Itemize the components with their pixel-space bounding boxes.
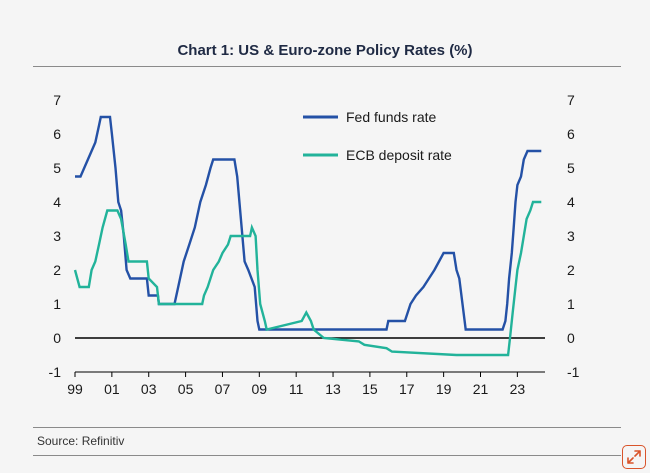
legend-label-fed: Fed funds rate bbox=[346, 109, 436, 125]
legend-label-ecb: ECB deposit rate bbox=[346, 147, 452, 163]
y-tick-label-left: -1 bbox=[49, 364, 62, 380]
x-tick-label: 03 bbox=[141, 381, 157, 397]
x-tick-label: 09 bbox=[252, 381, 268, 397]
x-tick-label: 21 bbox=[473, 381, 489, 397]
x-tick-label: 23 bbox=[510, 381, 526, 397]
source-divider-top bbox=[33, 427, 621, 428]
x-tick-label: 99 bbox=[67, 381, 83, 397]
y-tick-label-left: 0 bbox=[53, 330, 61, 346]
series-line-fed-funds bbox=[75, 115, 542, 331]
y-tick-label-left: 5 bbox=[53, 160, 61, 176]
axis-layer: -1 -10 01 12 23 34 45 56 67 799 01 03 05 07 09 11 13 15 17… bbox=[49, 92, 580, 397]
x-tick-label: 01 bbox=[104, 381, 120, 397]
expand-diagonal-icon[interactable] bbox=[622, 445, 646, 469]
y-tick-label-right: -1 bbox=[567, 364, 580, 380]
y-tick-label-left: 7 bbox=[53, 92, 61, 108]
x-tick-label: 05 bbox=[178, 381, 194, 397]
x-tick-label: 13 bbox=[325, 381, 341, 397]
source-divider-bottom bbox=[33, 455, 621, 456]
x-tick-label: 17 bbox=[399, 381, 415, 397]
y-tick-label-left: 2 bbox=[53, 262, 61, 278]
x-tick-label: 11 bbox=[289, 381, 304, 397]
y-tick-label-right: 7 bbox=[567, 92, 575, 108]
x-tick-label: 15 bbox=[362, 381, 378, 397]
y-tick-label-right: 2 bbox=[567, 262, 575, 278]
chart-title: Chart 1: US & Euro-zone Policy Rates (%) bbox=[177, 42, 473, 59]
y-tick-label-left: 1 bbox=[53, 296, 61, 312]
y-tick-label-right: 4 bbox=[567, 194, 575, 210]
y-tick-label-left: 4 bbox=[53, 194, 61, 210]
y-tick-label-left: 3 bbox=[53, 228, 61, 244]
x-tick-label: 07 bbox=[215, 381, 231, 397]
y-tick-label-left: 6 bbox=[53, 126, 61, 142]
series-line-ecb-deposit bbox=[73, 200, 542, 357]
y-tick-label-right: 5 bbox=[567, 160, 575, 176]
y-tick-label-right: 3 bbox=[567, 228, 575, 244]
source-note: Source: Refinitiv bbox=[37, 434, 125, 448]
series-layer bbox=[73, 115, 542, 357]
chart-legend: Fed funds rate ECB deposit rate bbox=[303, 109, 452, 163]
expand-icon-glyph bbox=[627, 450, 641, 464]
y-tick-label-right: 1 bbox=[567, 296, 575, 312]
y-tick-label-right: 0 bbox=[567, 330, 575, 346]
y-tick-label-right: 6 bbox=[567, 126, 575, 142]
x-tick-label: 19 bbox=[436, 381, 452, 397]
title-divider bbox=[33, 66, 621, 67]
